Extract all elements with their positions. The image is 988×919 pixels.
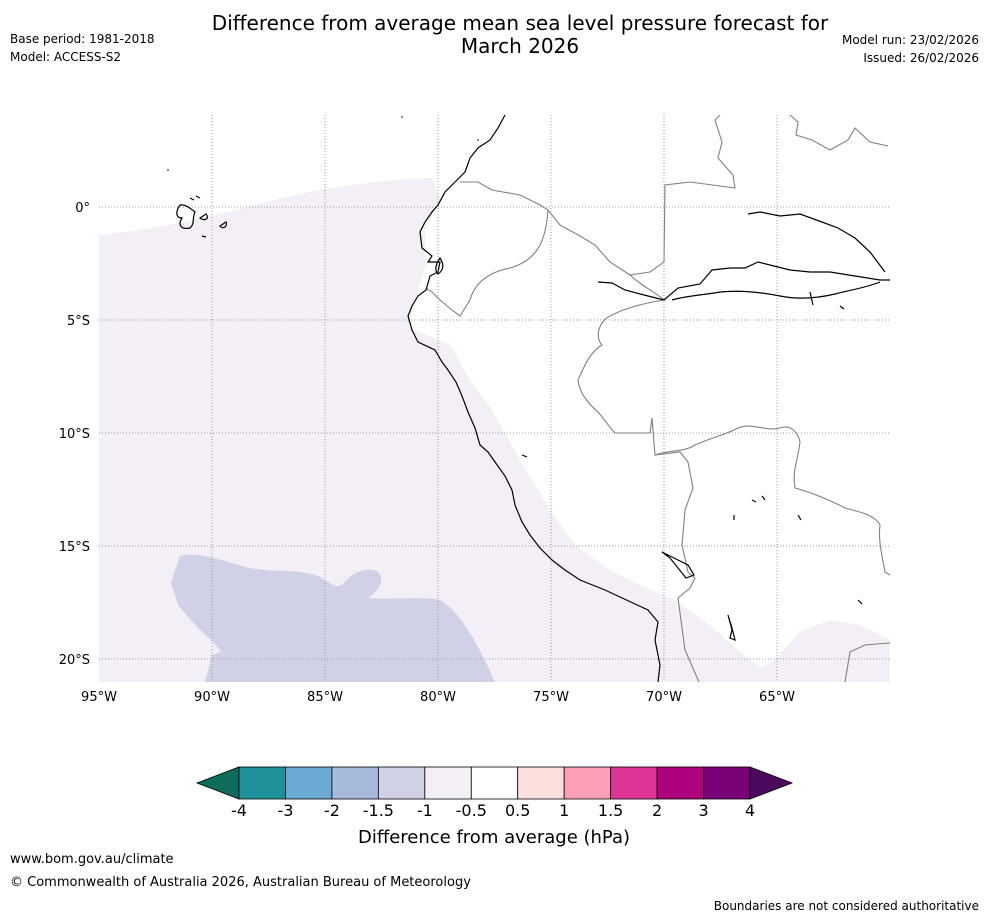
colorbar-tick-label: 0.5 bbox=[505, 801, 530, 820]
footer-note: Boundaries are not considered authoritat… bbox=[713, 899, 979, 913]
colorbar-bin bbox=[517, 766, 565, 800]
longitude-label: 95°W bbox=[81, 690, 117, 705]
metadata-right: Model run: 23/02/2026 Issued: 26/02/2026 bbox=[842, 31, 979, 67]
small-islands bbox=[167, 116, 479, 171]
latitude-label: 20°S bbox=[59, 653, 90, 668]
longitude-label: 75°W bbox=[533, 690, 569, 705]
colorbar-bin bbox=[377, 766, 426, 800]
colorbar-bin bbox=[703, 766, 751, 800]
colorbar-tick-label: -2 bbox=[324, 801, 340, 820]
colorbar-bin bbox=[238, 766, 286, 800]
latitude-label: 0° bbox=[75, 201, 90, 216]
longitude-label: 90°W bbox=[194, 690, 230, 705]
colorbar-bin bbox=[470, 766, 519, 800]
map-title: Difference from average mean sea level p… bbox=[0, 12, 988, 58]
longitude-label: 70°W bbox=[646, 690, 682, 705]
colorbar-tick-label: 3 bbox=[698, 801, 708, 820]
colorbar-title: Difference from average (hPa) bbox=[358, 827, 630, 848]
colorbar-bin bbox=[656, 766, 704, 800]
latitude-label: 15°S bbox=[59, 540, 90, 555]
anomaly-region-light bbox=[99, 178, 890, 682]
base-period: Base period: 1981-2018 bbox=[10, 32, 155, 46]
colorbar-bin bbox=[563, 766, 612, 800]
colorbar-tick-label: -1.5 bbox=[363, 801, 394, 820]
model-run: Model run: 23/02/2026 bbox=[841, 33, 979, 47]
colorbar-low-extension bbox=[195, 766, 240, 800]
colorbar: -4 -3 -2 -1.5 -1 -0.5 0.5 1 1.5 2 3 4 Difference fr… bbox=[195, 766, 794, 848]
colorbar-tick-label: -0.5 bbox=[456, 801, 487, 820]
title-line-1: Difference from average mean sea level p… bbox=[211, 11, 829, 35]
colorbar-tick-label: 4 bbox=[745, 801, 755, 820]
latitude-labels: 0° 5°S 10°S 15°S 20°S bbox=[59, 201, 90, 668]
colorbar-tick-label: 2 bbox=[652, 801, 662, 820]
colorbar-tick-label: -4 bbox=[231, 801, 247, 820]
anomaly-region-dark bbox=[171, 554, 495, 682]
issued-date: Issued: 26/02/2026 bbox=[863, 51, 979, 65]
model-name: Model: ACCESS-S2 bbox=[10, 50, 122, 64]
map-area bbox=[99, 115, 890, 682]
coastlines bbox=[176, 115, 890, 682]
longitude-label: 80°W bbox=[420, 690, 456, 705]
latitude-label: 5°S bbox=[67, 314, 90, 329]
longitude-labels: 95°W 90°W 85°W 80°W 75°W 70°W 65°W bbox=[81, 690, 795, 705]
colorbar-tick-label: -3 bbox=[277, 801, 293, 820]
footer-copyright: © Commonwealth of Australia 2026, Austra… bbox=[10, 875, 471, 890]
colorbar-bin bbox=[610, 766, 658, 800]
colorbar-bin bbox=[424, 766, 472, 800]
latitude-label: 10°S bbox=[59, 427, 90, 442]
country-borders bbox=[425, 115, 890, 682]
metadata-left: Base period: 1981-2018 Model: ACCESS-S2 bbox=[10, 30, 155, 66]
colorbar-high-extension bbox=[749, 766, 794, 800]
colorbar-tick-label: 1 bbox=[559, 801, 569, 820]
longitude-label: 65°W bbox=[759, 690, 795, 705]
colorbar-tick-label: -1 bbox=[417, 801, 433, 820]
colorbar-bin bbox=[285, 766, 333, 800]
colorbar-bin bbox=[331, 766, 379, 800]
title-line-2: March 2026 bbox=[460, 34, 580, 58]
footer-url[interactable]: www.bom.gov.au/climate bbox=[10, 852, 174, 867]
colorbar-tick-label: 1.5 bbox=[598, 801, 623, 820]
longitude-label: 85°W bbox=[307, 690, 343, 705]
